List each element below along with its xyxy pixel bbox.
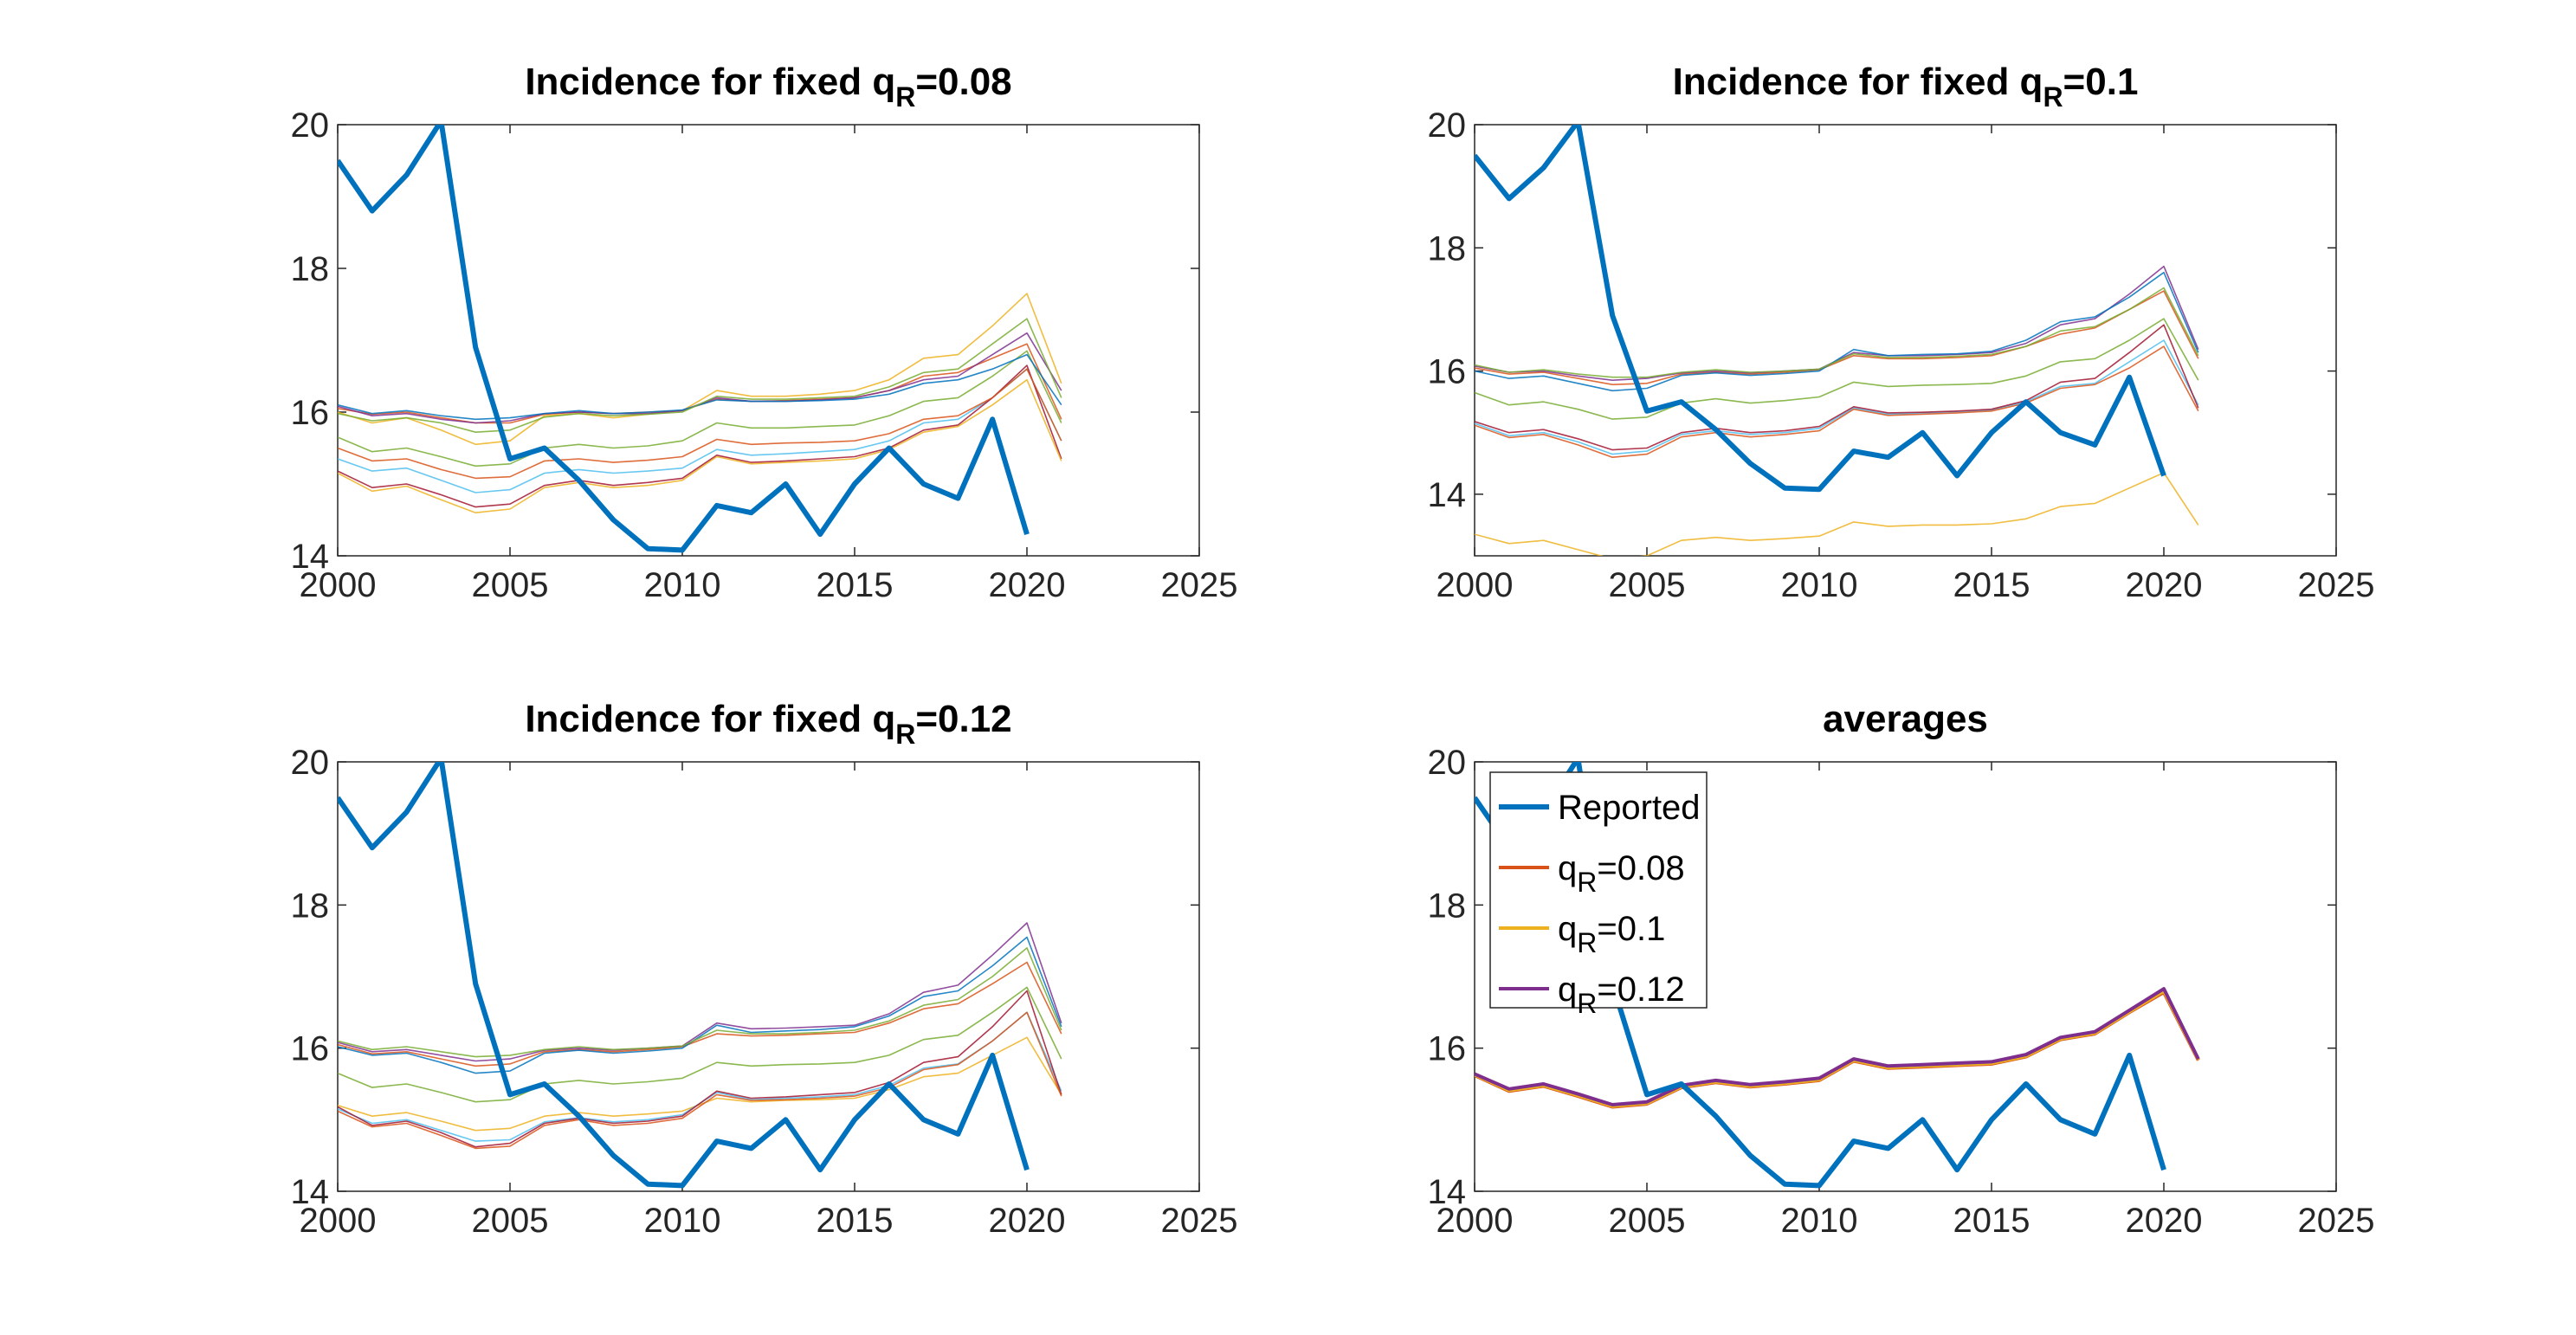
x-tick-label: 2015 (1953, 1202, 2030, 1240)
subplot-title: Incidence for fixed qR=0.12 (525, 698, 1011, 750)
x-tick-label: 2010 (644, 1202, 721, 1240)
x-tick-label: 2005 (472, 566, 549, 604)
y-tick-label: 14 (291, 538, 330, 576)
x-tick-label: 2010 (1781, 1202, 1858, 1240)
model-series-line (338, 364, 1062, 508)
model-series-line (1475, 987, 2200, 1106)
model-series-line (338, 961, 1062, 1067)
series-group (1475, 762, 2200, 1189)
y-tick-label: 14 (1428, 476, 1467, 514)
y-tick-label: 18 (291, 250, 330, 288)
model-series-line (1475, 290, 2199, 386)
axes-box (1474, 761, 2337, 1192)
y-tick-label: 18 (1428, 887, 1467, 925)
y-tick-label: 20 (1428, 106, 1467, 145)
subplot-title: Incidence for fixed qR=0.08 (525, 61, 1011, 113)
model-series-line (338, 332, 1062, 424)
x-tick-label: 2000 (1436, 566, 1514, 604)
x-tick-label: 2010 (1781, 566, 1858, 604)
model-series-line (338, 1011, 1062, 1150)
y-tick-label: 14 (1428, 1173, 1467, 1211)
model-series-line (1475, 287, 2199, 378)
model-series-line (338, 1036, 1062, 1132)
subplot-2: 2000 2005 2010 2015 2020 2025 14 16 18 20 Incidenc… (1428, 61, 2375, 604)
x-tick-label: 2010 (644, 566, 721, 604)
model-series-line (338, 378, 1062, 514)
y-tick-label: 16 (291, 394, 330, 432)
axes-box (1474, 124, 2337, 557)
series-group (338, 125, 1062, 553)
model-series-line (338, 318, 1062, 434)
model-series-line (338, 368, 1062, 480)
x-tick-label: 2005 (1609, 1202, 1686, 1240)
subplot-title: Incidence for fixed qR=0.1 (1673, 61, 2139, 113)
model-series-line (338, 990, 1062, 1148)
y-tick-label: 18 (291, 887, 330, 925)
x-tick-label: 2020 (2126, 1202, 2203, 1240)
x-tick-label: 2020 (989, 1202, 1066, 1240)
x-tick-label: 2005 (472, 1202, 549, 1240)
series-group (1475, 125, 2199, 556)
x-tick-label: 2005 (1609, 566, 1686, 604)
y-tick-label: 18 (1428, 229, 1467, 268)
x-tick-label: 2000 (300, 566, 377, 604)
model-series-line (1475, 339, 2199, 455)
model-series-line (1475, 345, 2199, 459)
y-tick-label: 20 (291, 744, 330, 782)
legend-label: qR=0.1 (1558, 910, 1665, 958)
x-tick-label: 2020 (989, 566, 1066, 604)
x-tick-label: 2015 (817, 1202, 894, 1240)
legend-label: qR=0.12 (1558, 971, 1685, 1019)
legend-box (1489, 771, 1708, 1009)
subplot-3: 2000 2005 2010 2015 2020 2025 14 16 18 20 Incidenc… (291, 698, 1238, 1240)
x-tick-label: 2025 (1161, 1202, 1238, 1240)
model-series-line (338, 947, 1062, 1058)
model-series-line (338, 350, 1062, 468)
model-series-line (338, 293, 1062, 446)
model-series-line (1475, 324, 2199, 451)
y-tick-label: 16 (1428, 1030, 1467, 1068)
y-tick-label: 16 (1428, 353, 1467, 391)
x-tick-label: 2025 (2298, 1202, 2375, 1240)
axes-box (337, 124, 1200, 557)
model-series-line (338, 986, 1062, 1103)
x-tick-label: 2000 (300, 1202, 377, 1240)
legend: Reported qR=0.08 qR=0.1 qR=0.12 (1489, 771, 1708, 1019)
reported-series-line (338, 125, 1030, 553)
x-tick-label: 2015 (817, 566, 894, 604)
subplot-1: 2000 2005 2010 2015 2020 2025 14 16 18 20 Incidenc… (291, 61, 1238, 604)
y-tick-label: 16 (291, 1030, 330, 1068)
series-group (338, 762, 1062, 1189)
reported-series-line (338, 762, 1030, 1189)
legend-label: Reported (1558, 789, 1701, 827)
model-series-line (338, 922, 1062, 1062)
model-series-line (338, 936, 1062, 1074)
x-tick-label: 2025 (1161, 566, 1238, 604)
y-tick-label: 20 (1428, 744, 1467, 782)
model-series-line (338, 353, 1062, 421)
subplot-title: averages (1823, 698, 1988, 740)
model-series-line (338, 368, 1062, 493)
model-series-line (1475, 271, 2199, 392)
axes-box (337, 761, 1200, 1192)
x-tick-label: 2020 (2126, 566, 2203, 604)
reported-series-line (1475, 125, 2166, 493)
x-tick-label: 2000 (1436, 1202, 1514, 1240)
model-series-line (1475, 472, 2199, 556)
model-series-line (1475, 318, 2199, 420)
subplot-4: 2000 2005 2010 2015 2020 2025 14 16 18 20 averages… (1428, 698, 2375, 1240)
legend-label: qR=0.08 (1558, 849, 1685, 898)
x-tick-label: 2015 (1953, 566, 2030, 604)
y-tick-label: 20 (291, 106, 330, 145)
y-tick-label: 14 (291, 1173, 330, 1211)
x-tick-label: 2025 (2298, 566, 2375, 604)
